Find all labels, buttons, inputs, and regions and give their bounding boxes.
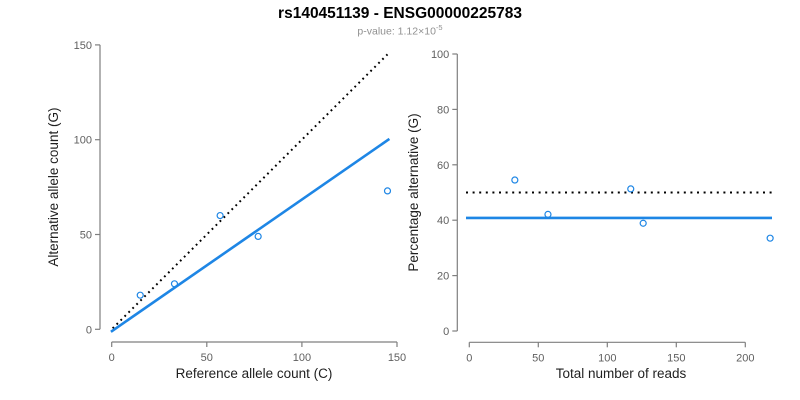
percentage-scatter-panel: 0 20 40 60 80 100 0 50 100 150 200 Total number of … [406, 49, 774, 381]
y-axis-label: Alternative allele count (G) [46, 108, 61, 267]
data-point [170, 280, 179, 288]
x-tick-label: 150 [388, 352, 406, 364]
x-tick-label: 0 [109, 352, 115, 364]
data-point [627, 185, 635, 193]
y-tick-label: 100 [431, 49, 449, 61]
y-tick-label: 50 [80, 230, 92, 242]
x-tick-label: 150 [667, 352, 685, 364]
plot-subtitle: p-value: 1.12×10-5 [0, 23, 800, 38]
fit-line [110, 137, 391, 333]
data-point [544, 210, 552, 218]
data-point [383, 187, 392, 195]
y-tick-label: 150 [74, 40, 92, 52]
x-tick-label: 50 [201, 352, 213, 364]
x-axis-label: Total number of reads [556, 366, 687, 381]
y-tick-label: 60 [437, 160, 449, 172]
y-tick-label: 0 [443, 326, 449, 338]
x-tick-label: 100 [598, 352, 616, 364]
pvalue-text: p-value: 1.12×10 [357, 25, 436, 38]
x-tick-label: 50 [532, 352, 544, 364]
data-point [136, 291, 144, 299]
x-tick-label: 0 [466, 352, 472, 364]
y-tick-label: 40 [437, 215, 449, 227]
plot-title: rs140451139 - ENSG00000225783 [278, 5, 522, 22]
data-point [216, 211, 224, 220]
y-tick-label: 100 [74, 135, 92, 147]
data-point [766, 234, 774, 242]
x-axis-label: Reference allele count (C) [176, 366, 333, 381]
y-tick-label: 80 [437, 104, 449, 116]
x-tick-label: 200 [736, 352, 754, 364]
data-point [254, 232, 262, 240]
y-axis-label: Percentage alternative (G) [406, 113, 421, 271]
y-tick-label: 0 [86, 324, 92, 336]
allele-count-scatter-panel: 0 50 100 150 0 50 100 150 Reference allele count… [46, 40, 406, 381]
y-tick-label: 20 [437, 271, 449, 283]
pvalue-exponent: -5 [435, 23, 443, 32]
data-point [511, 176, 519, 184]
identity-line [111, 53, 389, 330]
data-point [639, 219, 647, 227]
x-tick-label: 100 [293, 352, 311, 364]
